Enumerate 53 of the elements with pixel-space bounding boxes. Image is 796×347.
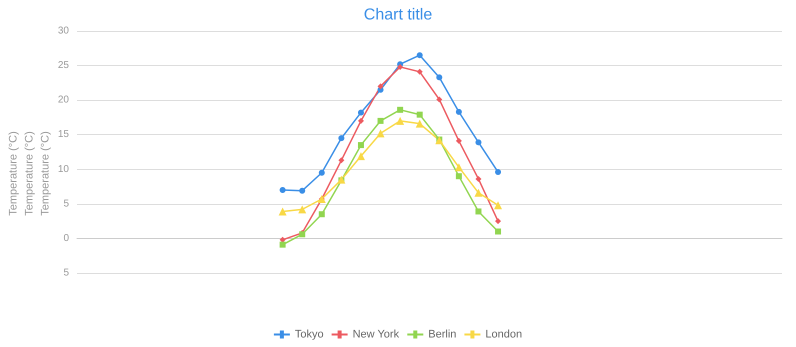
point <box>298 205 306 214</box>
point <box>338 157 344 164</box>
point <box>456 108 462 115</box>
point <box>495 228 502 235</box>
point <box>475 176 482 182</box>
text: Temperature (°C) <box>24 131 36 216</box>
y-tick-label: 5 <box>63 198 70 210</box>
point <box>475 139 482 146</box>
point <box>358 142 364 148</box>
point <box>436 96 442 102</box>
point <box>495 169 502 176</box>
y-tick-label: 25 <box>58 60 70 72</box>
legend-label: Tokyo <box>294 328 324 340</box>
point <box>338 135 344 142</box>
legend-label: New York <box>352 328 400 340</box>
point <box>376 129 385 138</box>
point <box>474 188 482 197</box>
point <box>358 118 364 124</box>
point <box>378 118 384 124</box>
point <box>318 211 325 218</box>
point <box>436 74 442 80</box>
point <box>475 208 482 214</box>
point <box>280 242 286 248</box>
point <box>299 188 306 194</box>
y-tick-label: 10 <box>58 164 70 175</box>
point <box>396 116 404 125</box>
y-tick-label: 5 <box>63 268 70 278</box>
point <box>278 207 287 216</box>
point <box>318 170 325 176</box>
point <box>416 120 424 128</box>
point <box>397 64 404 70</box>
point <box>495 218 502 224</box>
y-axis-title: Temperature (°C) <box>8 131 20 216</box>
text: Temperature (°C) <box>40 131 52 216</box>
legend-label: Berlin <box>428 328 456 340</box>
y-tick-label: 20 <box>58 94 70 106</box>
point <box>456 173 462 180</box>
point <box>280 187 286 194</box>
point <box>494 201 502 210</box>
point <box>378 83 384 90</box>
legend-label: London <box>485 328 522 340</box>
point <box>416 52 423 58</box>
chart-title: Chart title <box>364 6 432 24</box>
point <box>416 112 423 118</box>
point <box>456 138 462 144</box>
point <box>397 106 404 113</box>
y-tick-label: 15 <box>58 129 70 140</box>
point <box>358 110 364 116</box>
point <box>454 163 463 172</box>
y-tick-label: 30 <box>58 26 70 36</box>
y-tick-label: 0 <box>63 232 70 244</box>
point <box>416 68 423 75</box>
point <box>356 152 365 160</box>
